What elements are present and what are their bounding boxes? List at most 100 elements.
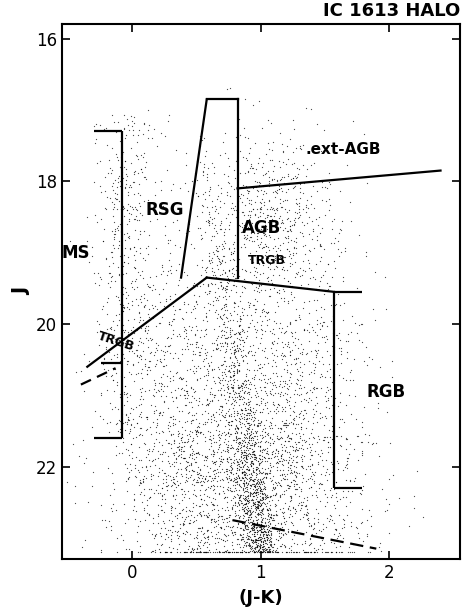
Point [264,505,272,514]
Point [339,415,346,424]
Point [297,193,304,203]
Point [203,511,211,521]
Point [291,171,299,181]
Point [239,385,246,395]
Point [268,204,276,214]
Point [296,505,304,515]
Point [262,241,269,250]
Point [237,445,245,455]
Point [282,547,289,557]
Point [362,469,369,479]
Point [220,542,228,551]
Point [254,514,262,524]
Point [264,492,271,502]
Point [185,398,192,407]
Point [298,470,306,480]
Point [310,547,318,557]
Point [165,319,173,329]
Point [304,255,312,264]
Point [135,411,143,421]
Point [155,289,163,299]
Point [268,512,275,522]
Point [248,452,255,462]
Point [109,211,117,221]
Point [252,480,259,490]
Point [114,152,121,162]
Point [247,435,255,445]
Point [236,114,243,124]
Point [221,299,228,309]
Point [251,307,259,317]
Point [245,531,252,541]
Point [176,390,183,400]
Point [164,116,172,126]
Point [212,288,219,297]
Point [230,275,237,285]
Point [235,496,242,505]
Point [266,155,273,165]
Point [145,230,153,240]
Point [222,547,230,557]
Point [279,157,287,167]
Point [342,433,349,443]
Point [250,522,258,531]
Point [230,449,238,458]
Point [310,470,318,480]
Point [269,542,277,551]
Point [255,522,263,532]
Point [294,343,301,353]
Point [368,388,375,398]
Point [318,526,325,536]
Point [187,460,195,469]
Point [307,104,315,114]
Point [271,241,279,250]
Point [282,519,289,529]
Point [268,337,276,347]
Point [254,230,261,240]
Point [232,477,239,487]
Point [283,244,291,254]
Point [197,547,204,557]
Point [260,452,268,461]
Point [213,426,220,435]
Point [237,443,244,452]
Point [202,455,210,465]
Point [225,243,232,253]
Point [186,364,193,374]
Point [185,429,193,439]
Point [321,470,329,480]
Point [305,540,313,550]
Point [228,540,236,550]
Point [119,418,127,428]
Point [277,453,285,463]
Point [291,424,299,434]
Point [263,273,271,283]
Point [185,407,192,416]
Point [285,381,293,391]
Point [261,229,269,239]
Point [253,539,260,548]
Point [221,492,229,502]
Point [364,547,371,557]
Point [203,476,211,486]
Point [193,425,201,435]
Point [283,207,291,217]
Point [210,438,218,447]
Point [324,437,331,447]
Point [256,359,264,369]
Point [222,531,229,541]
Point [218,406,225,415]
Point [213,313,221,323]
Point [196,362,203,372]
Point [236,433,243,443]
Point [199,233,206,243]
Point [385,528,392,537]
Point [292,462,300,472]
Point [240,450,248,460]
Point [307,191,315,201]
Point [201,227,209,237]
Point [237,495,244,505]
Point [269,271,277,280]
Point [244,186,252,196]
Point [323,402,330,412]
